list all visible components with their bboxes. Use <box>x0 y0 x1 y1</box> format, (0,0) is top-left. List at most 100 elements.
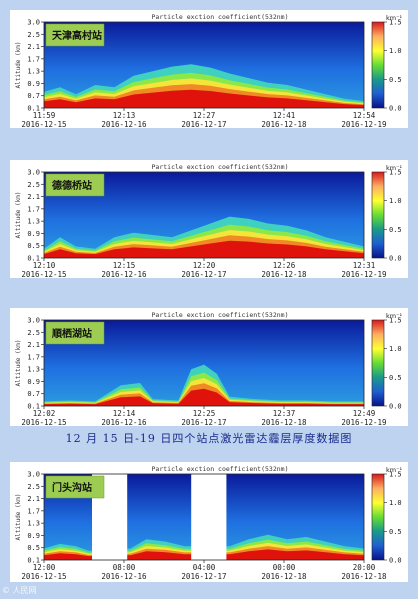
colorbar-tick-label: 1.0 <box>389 47 402 55</box>
haze-layer-peak <box>44 388 364 406</box>
lidar-heatmap-chart-4: Particle exction coefficient(532nm) 门头沟站 3… <box>10 462 408 582</box>
figure-caption: 12 月 15 日-19 日四个站点激光雷达霾层厚度数据图 <box>65 432 353 445</box>
station-label: 順栖湖站 <box>45 321 105 345</box>
x-tick-label: 12:15 <box>113 261 136 270</box>
station-label-box <box>45 321 105 345</box>
colorbar-unit: km⁻¹ <box>386 164 403 172</box>
y-tick-label: 3.0 <box>27 19 40 27</box>
x-tick-label: 11:59 <box>33 111 56 120</box>
colorbar-unit: km⁻¹ <box>386 312 403 320</box>
lidar-heatmap-chart-1: Particle exction coefficient(532nm) 天津高村站… <box>10 10 408 128</box>
x-date-label: 2016-12-19 <box>341 120 386 128</box>
x-tick-label: 04:00 <box>193 563 216 572</box>
y-tick-label: 2.5 <box>27 181 40 189</box>
x-date-label: 2016-12-16 <box>101 120 147 128</box>
x-tick-label: 12:25 <box>193 409 216 418</box>
colorbar-tick-label: 0.0 <box>389 403 402 411</box>
haze-layer-peak <box>44 89 364 108</box>
x-date-label: 2016-12-17 <box>181 270 226 278</box>
station-name: 天津高村站 <box>52 29 102 42</box>
x-tick-label: 12:00 <box>33 563 56 572</box>
y-tick-label: 0.9 <box>27 230 40 238</box>
y-tick-label: 0.9 <box>27 80 40 88</box>
y-tick-label: 0.7 <box>27 92 40 100</box>
colorbar <box>371 473 385 561</box>
station-label: 门头沟站 <box>45 475 105 499</box>
y-tick-label: 3.0 <box>27 471 40 479</box>
y-tick-label: 0.7 <box>27 390 40 398</box>
x-tick-label: 12:54 <box>353 111 376 120</box>
station-label: 天津高村站 <box>45 23 105 47</box>
station-name: 順栖湖站 <box>51 327 92 340</box>
x-date-label: 2016-12-18 <box>341 572 387 581</box>
y-tick-label: 2.5 <box>27 329 40 337</box>
y-tick-label: 2.5 <box>27 483 40 491</box>
x-tick-label: 12:26 <box>273 261 296 270</box>
colorbar-tick-label: 1.0 <box>389 197 402 205</box>
x-tick-label: 12:20 <box>193 261 216 270</box>
x-tick-label: 12:49 <box>353 409 376 418</box>
y-tick-label: 1.3 <box>27 520 40 528</box>
station-label-box <box>45 173 105 197</box>
watermark-text: © 人民网 <box>2 586 37 595</box>
station-name: 德德桥站 <box>51 179 92 192</box>
colorbar-tick-label: 1.5 <box>389 19 402 27</box>
x-date-label: 2016-12-16 <box>101 418 147 426</box>
colorbar-tick-label: 0.0 <box>389 255 402 263</box>
colorbar-tick-label: 0.5 <box>389 374 402 382</box>
colorbar-tick-label: 1.5 <box>389 471 402 479</box>
x-tick-label: 12:31 <box>353 261 376 270</box>
y-tick-label: 2.1 <box>27 495 40 503</box>
colorbar <box>371 21 385 109</box>
station-name: 门头沟站 <box>52 481 92 494</box>
colorbar-tick-label: 0.5 <box>389 226 402 234</box>
x-date-label: 2016-12-17 <box>181 572 226 581</box>
x-date-label: 2016-12-16 <box>101 270 147 278</box>
x-tick-label: 12:10 <box>33 261 56 270</box>
chart-title: Particle exction coefficient(532nm) <box>152 13 289 21</box>
x-date-label: 2016-12-15 <box>21 270 66 278</box>
colorbar <box>371 171 385 259</box>
x-date-label: 2016-12-18 <box>261 270 307 278</box>
y-tick-label: 0.1 <box>27 255 40 263</box>
y-tick-label: 3.0 <box>27 317 40 325</box>
y-tick-label: 0.5 <box>27 242 40 250</box>
colorbar-unit: km⁻¹ <box>386 14 403 22</box>
x-tick-label: 12:13 <box>113 111 136 120</box>
colorbar-tick-label: 1.5 <box>389 169 402 177</box>
x-tick-label: 12:14 <box>113 409 136 418</box>
y-tick-label: 1.3 <box>27 366 40 374</box>
colorbar-tick-label: 0.0 <box>389 557 402 565</box>
y-axis-label: Altitude (km) <box>15 192 22 239</box>
chart-title: Particle exction coefficient(532nm) <box>152 163 289 171</box>
y-tick-label: 1.7 <box>27 507 40 515</box>
x-date-label: 2016-12-15 <box>21 120 66 128</box>
chart-panel-4: Particle exction coefficient(532nm) 门头沟站 3… <box>10 462 408 582</box>
colorbar-tick-label: 1.0 <box>389 345 402 353</box>
y-tick-label: 1.3 <box>27 68 40 76</box>
x-tick-label: 00:00 <box>273 563 296 572</box>
y-tick-label: 1.3 <box>27 218 40 226</box>
station-label-box <box>45 475 105 499</box>
y-axis-label: Altitude (km) <box>15 42 22 89</box>
colorbar-tick-label: 1.0 <box>389 499 402 507</box>
y-tick-label: 0.9 <box>27 532 40 540</box>
chart-title: Particle exction coefficient(532nm) <box>152 465 289 473</box>
lidar-heatmap-chart-2: Particle exction coefficient(532nm) 德德桥站 3… <box>10 160 408 278</box>
colorbar-tick-label: 0.5 <box>389 76 402 84</box>
chart-title: Particle exction coefficient(532nm) <box>152 311 289 319</box>
y-tick-label: 0.1 <box>27 105 40 113</box>
x-date-label: 2016-12-17 <box>181 120 226 128</box>
y-tick-label: 2.1 <box>27 341 40 349</box>
x-date-label: 2016-12-15 <box>21 418 66 426</box>
colorbar-tick-label: 0.5 <box>389 528 402 536</box>
x-tick-label: 12:27 <box>193 111 216 120</box>
y-tick-label: 0.1 <box>27 557 40 565</box>
data-gap-2 <box>191 474 227 560</box>
haze-layer-peak <box>44 240 364 258</box>
x-tick-label: 12:02 <box>33 409 56 418</box>
y-axis-label: Altitude (km) <box>15 340 22 387</box>
x-date-label: 2016-12-19 <box>341 418 386 426</box>
y-tick-label: 3.0 <box>27 169 40 177</box>
y-tick-label: 0.1 <box>27 403 40 411</box>
